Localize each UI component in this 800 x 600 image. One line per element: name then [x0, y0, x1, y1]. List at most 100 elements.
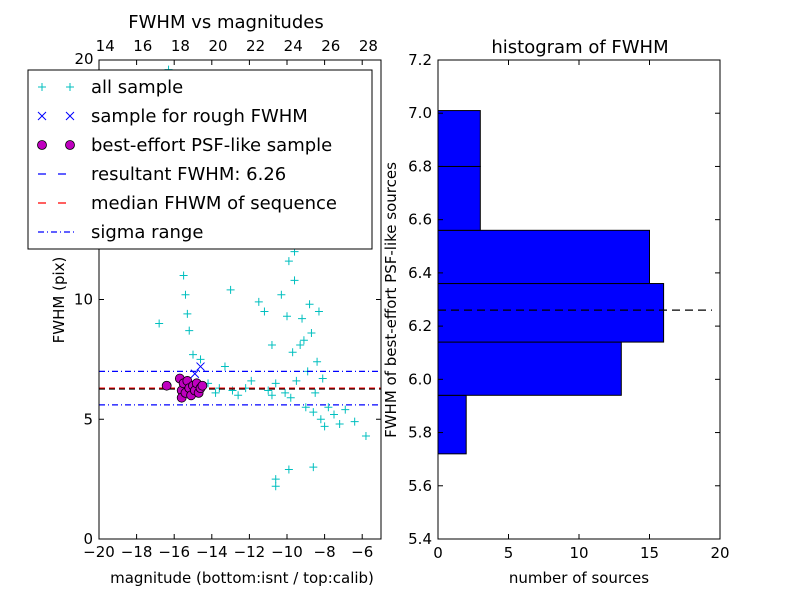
all-sample-point: [284, 257, 293, 266]
x-tick-label: −12: [234, 543, 266, 561]
all-sample-point: [179, 271, 188, 280]
all-sample-point: [361, 432, 370, 441]
all-sample-point: [309, 408, 318, 417]
hist-x-tick-label: 10: [569, 544, 588, 562]
all-sample-point: [341, 405, 350, 414]
histogram-panel: histogram of FWHM 0 5 10 15 20 5.4 5.6 5.8 6.0 6.…: [382, 37, 730, 587]
all-sample-point: [307, 329, 316, 338]
legend-label: resultant FWHM: 6.26: [91, 164, 286, 185]
all-sample-point: [314, 307, 323, 316]
all-sample-point: [318, 374, 327, 383]
all-sample-point: [185, 326, 194, 335]
y-tick-label: 5: [83, 410, 93, 428]
all-sample-point: [234, 391, 243, 400]
legend-circle-marker: [37, 140, 47, 150]
hist-x-tick-label: 5: [504, 544, 514, 562]
x-tick-label: −14: [196, 543, 228, 561]
all-sample-point: [183, 309, 192, 318]
rough-sample-point: [196, 362, 205, 371]
all-sample-point: [301, 403, 310, 412]
all-sample-point: [254, 297, 263, 306]
all-sample-point: [283, 312, 291, 321]
top-tick-label: 16: [133, 37, 152, 55]
all-sample-point: [196, 355, 205, 364]
x-tick-label: −16: [158, 543, 190, 561]
legend-entry: median FHWM of sequence: [38, 193, 337, 214]
all-sample-point: [335, 420, 344, 429]
scatter-plot-area: [99, 65, 381, 491]
legend-label: sample for rough FWHM: [91, 106, 308, 127]
all-sample-point: [330, 410, 338, 419]
all-sample-point: [155, 319, 164, 328]
all-sample-point: [264, 386, 273, 395]
hist-x-tick-label: 20: [710, 544, 729, 562]
all-sample-point: [181, 290, 190, 299]
psf-sample-point: [197, 380, 208, 391]
hist-y-tick-label: 6.6: [408, 211, 432, 229]
hist-y-tick-label: 6.8: [408, 157, 432, 175]
all-sample-point: [284, 465, 293, 474]
all-sample-point: [189, 350, 197, 359]
all-sample-point: [247, 376, 256, 385]
all-sample-point: [316, 415, 325, 424]
hist-y-tick-label: 6.4: [408, 264, 432, 282]
all-sample-point: [350, 417, 359, 426]
histogram-bar: [437, 229, 650, 285]
scatter-x-axis-label: magnitude (bottom:isnt / top:calib): [110, 569, 374, 587]
legend-label: all sample: [91, 77, 183, 98]
top-tick-label: 20: [208, 37, 227, 55]
hist-x-tick-label: 15: [640, 544, 659, 562]
all-sample-point: [271, 379, 280, 388]
hist-y-tick-label: 5.8: [408, 424, 432, 442]
legend-entry: sample for rough FWHM: [37, 106, 308, 127]
x-tick-label: −18: [121, 543, 153, 561]
all-sample-point: [311, 388, 320, 397]
histogram-title: histogram of FWHM: [491, 37, 668, 58]
histogram-bar: [437, 341, 622, 396]
hist-y-tick-label: 6.2: [408, 317, 432, 335]
rough-sample-point: [190, 369, 200, 379]
legend-circle-marker: [65, 140, 75, 150]
legend-label: sigma range: [91, 222, 203, 243]
x-tick-label: −20: [83, 543, 115, 561]
histogram-bar: [437, 110, 481, 167]
psf-sample-point: [161, 380, 172, 391]
hist-y-tick-label: 6.0: [408, 370, 432, 388]
all-sample-point: [277, 290, 286, 299]
all-sample-point: [226, 285, 235, 294]
all-sample-point: [296, 341, 305, 350]
top-tick-label: 22: [246, 37, 265, 55]
scatter-title: FWHM vs magnitudes: [128, 12, 323, 33]
top-tick-label: 28: [359, 37, 378, 55]
hist-x-tick-label: 0: [433, 544, 443, 562]
all-sample-point: [313, 357, 322, 366]
top-tick-label: 18: [171, 37, 190, 55]
legend-entry: sigma range: [38, 222, 203, 243]
legend-plus-marker: [66, 83, 74, 91]
all-sample-point: [290, 276, 299, 285]
histogram-y-axis-label: FWHM of best-effort PSF-like sources: [382, 162, 400, 438]
scatter-y-axis-label: FWHM (pix): [50, 257, 68, 344]
all-sample-point: [299, 336, 308, 345]
histogram-x-axis-label: number of sources: [509, 569, 649, 587]
scatter-legend: all sample sample for rough FWHM best-effo…: [27, 69, 373, 250]
top-tick-label: 24: [284, 37, 303, 55]
x-tick-label: −10: [271, 543, 303, 561]
all-sample-point: [292, 376, 301, 385]
scatter-ticks: −20 −18 −16 −14 −12 −10 −8 −6 14 16 18 20 22 24 26 28 0 5…: [74, 37, 381, 561]
all-sample-point: [320, 422, 329, 431]
legend-label: median FHWM of sequence: [91, 193, 337, 214]
histogram-ticks: 0 5 10 15 20 5.4 5.6 5.8 6.0 6.2 6.4 6.6 6.8 7.0 7.2: [408, 51, 729, 562]
all-sample-point: [220, 362, 229, 371]
all-sample-point: [286, 393, 295, 402]
histogram-plot-area: [437, 110, 712, 455]
all-sample-point: [298, 314, 307, 323]
y-tick-label: 0: [83, 530, 93, 548]
legend-label: best-effort PSF-like sample: [91, 135, 332, 156]
all-sample-point: [309, 463, 318, 472]
legend-entry: resultant FWHM: 6.26: [38, 164, 286, 185]
top-tick-label: 26: [321, 37, 340, 55]
histogram-bar: [437, 283, 665, 343]
scatter-panel: FWHM vs magnitudes −20 −18 −16 −14 −12 −10 −8−…: [27, 12, 382, 587]
all-sample-point: [267, 391, 276, 400]
